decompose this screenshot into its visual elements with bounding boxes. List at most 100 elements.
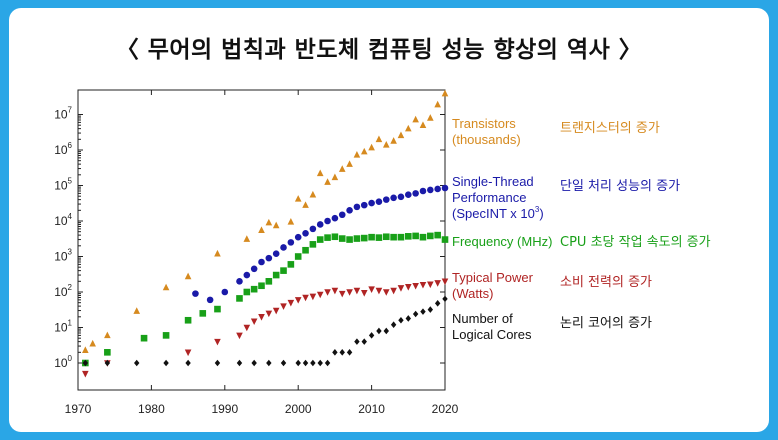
- frequency-point: [199, 310, 207, 317]
- y-tick-exponent: 0: [68, 354, 73, 363]
- series-cores: [82, 295, 448, 367]
- single_thread-point: [294, 233, 302, 241]
- legend-power-label: (Watts): [452, 286, 493, 301]
- frequency-point: [309, 241, 317, 248]
- cores-point: [251, 359, 257, 367]
- transistors-point: [214, 249, 221, 257]
- frequency-point: [427, 232, 434, 240]
- power-point: [360, 289, 368, 297]
- legend-cores-label: Logical Cores: [452, 327, 532, 342]
- frequency-point: [353, 235, 361, 242]
- single_thread-point: [236, 278, 243, 285]
- single_thread-point: [302, 230, 309, 237]
- legend-single_thread-korean: 단일 처리 성능의 증가: [560, 179, 680, 194]
- legend-cores-korean: 논리 코어의 증가: [560, 316, 652, 331]
- cores-point: [82, 359, 89, 367]
- legend-close-paren: ): [539, 206, 543, 221]
- frequency-point: [375, 234, 383, 241]
- single_thread-point: [390, 194, 397, 202]
- single_thread-point: [419, 187, 427, 195]
- cores-point: [442, 295, 448, 303]
- power-point: [434, 280, 441, 287]
- y-tick-base: 10: [54, 179, 68, 193]
- plot-border: [77, 89, 446, 391]
- series-power: [82, 278, 449, 378]
- cores-point: [427, 306, 434, 313]
- single_thread-point: [346, 207, 353, 214]
- frequency-point: [140, 334, 148, 342]
- series-frequency: [82, 231, 449, 367]
- y-tick-label: 100: [54, 354, 72, 370]
- legend-single_thread-label: (SpecINT x 103): [452, 205, 544, 221]
- power-point: [390, 287, 397, 295]
- power-point: [265, 310, 273, 318]
- cores-point: [332, 349, 338, 356]
- legend: Transistors(thousands) 트랜지스터의 증가 Single-Th…: [452, 116, 711, 342]
- y-tick-exponent: 6: [68, 141, 73, 150]
- y-tick-base: 10: [54, 214, 68, 228]
- frequency-point: [338, 235, 346, 242]
- frequency-point: [346, 236, 353, 243]
- legend-exponent: 3: [535, 205, 540, 214]
- cores-point: [383, 327, 389, 335]
- transistors-point: [294, 195, 302, 202]
- transistors-point: [368, 143, 375, 151]
- y-tick-base: 10: [54, 250, 68, 264]
- cores-point: [368, 332, 375, 339]
- transistors-point: [265, 218, 273, 226]
- transistors-point: [316, 169, 324, 177]
- cores-point: [324, 359, 331, 367]
- frequency-point: [184, 316, 192, 324]
- single_thread-point: [250, 265, 258, 273]
- cores-point: [280, 359, 287, 367]
- legend-transistors-label: Transistors: [452, 116, 516, 131]
- power-point: [258, 314, 265, 321]
- cores-point: [104, 359, 111, 367]
- transistors-point: [360, 147, 368, 155]
- data-marks: [82, 89, 449, 378]
- frequency-point: [441, 236, 449, 243]
- legend-single_thread-label: Performance: [452, 190, 526, 205]
- transistors-point: [89, 339, 96, 347]
- cores-point: [310, 359, 316, 367]
- power-point: [375, 287, 383, 295]
- y-tick-exponent: 5: [68, 177, 73, 186]
- single_thread-point: [221, 288, 229, 296]
- frequency-point: [405, 233, 412, 240]
- frequency-point: [382, 233, 390, 241]
- transistors-point: [309, 190, 317, 198]
- transistors-point: [324, 178, 331, 185]
- x-tick-label: 1980: [138, 402, 165, 416]
- single_thread-point: [405, 191, 412, 199]
- legend-frequency-korean: CPU 초당 작업 속도의 증가: [560, 235, 711, 250]
- frequency-point: [250, 285, 258, 293]
- transistors-point: [331, 173, 339, 181]
- frequency-point: [104, 349, 111, 356]
- legend-frequency-label: Frequency (MHz): [452, 234, 552, 249]
- power-point: [412, 282, 419, 290]
- transistors-point: [353, 151, 361, 158]
- single_thread-point: [360, 201, 368, 209]
- power-point: [280, 303, 287, 310]
- power-point: [324, 289, 331, 296]
- single_thread-point: [412, 190, 419, 197]
- y-tick-exponent: 3: [68, 248, 73, 257]
- legend-single_thread-label: Single-Thread: [452, 174, 534, 189]
- single_thread-point: [434, 185, 441, 193]
- transistors-point: [243, 235, 251, 242]
- frequency-point: [331, 233, 339, 241]
- transistors-point: [405, 124, 412, 132]
- power-point: [243, 324, 251, 332]
- single_thread-point: [338, 211, 346, 219]
- transistors-point: [184, 272, 192, 280]
- power-point: [441, 278, 449, 286]
- power-point: [353, 287, 361, 295]
- frequency-point: [397, 233, 405, 241]
- y-tick-label: 106: [54, 141, 72, 157]
- frequency-point: [368, 233, 375, 241]
- frequency-point: [243, 288, 251, 296]
- single_thread-point: [382, 196, 390, 203]
- power-point: [302, 294, 309, 302]
- single_thread-point: [272, 250, 280, 257]
- frequency-point: [162, 332, 170, 339]
